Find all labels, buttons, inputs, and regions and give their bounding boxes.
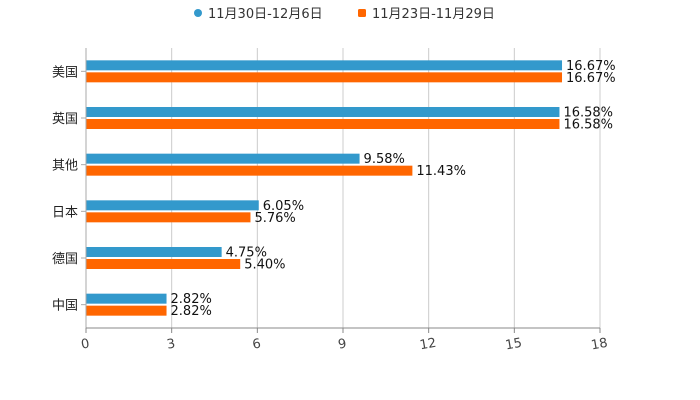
legend-label: 11月30日-12月6日 — [208, 7, 323, 22]
legend-marker-circle — [194, 9, 202, 17]
x-tick-label: 12 — [419, 336, 438, 354]
category-label: 日本 — [52, 205, 78, 220]
data-label: 16.58% — [563, 118, 613, 133]
data-label: 2.82% — [171, 304, 212, 319]
x-tick-label: 18 — [590, 336, 609, 354]
bar — [86, 212, 251, 223]
x-tick-label: 0 — [80, 336, 91, 352]
bar — [86, 107, 560, 117]
bar — [86, 72, 563, 83]
x-tick-label: 9 — [337, 336, 348, 352]
bars — [86, 60, 563, 316]
bar — [86, 259, 241, 269]
data-label: 2.82% — [171, 292, 212, 307]
bar — [86, 60, 563, 71]
data-label: 6.05% — [263, 199, 304, 214]
data-label: 16.67% — [566, 71, 616, 86]
data-label: 9.58% — [364, 152, 405, 167]
data-label: 16.58% — [563, 106, 613, 121]
category-label: 英国 — [52, 112, 78, 127]
category-label: 中国 — [52, 299, 78, 314]
axes: 0 3 6 9 12 15 18 — [80, 48, 609, 353]
category-label: 美国 — [52, 65, 78, 80]
bar — [86, 119, 560, 129]
legend: 11月30日-12月6日 11月23日-11月29日 — [194, 7, 495, 22]
data-label: 5.40% — [244, 258, 285, 273]
grid-lines — [171, 48, 601, 328]
x-tick-label: 6 — [251, 336, 262, 352]
legend-label: 11月23日-11月29日 — [372, 7, 495, 22]
x-tick-label: 15 — [504, 336, 523, 354]
data-label: 4.75% — [226, 246, 267, 261]
bar — [86, 200, 259, 211]
data-label: 5.76% — [254, 211, 295, 226]
bar — [86, 305, 167, 316]
category-label: 其他 — [52, 159, 78, 174]
legend-marker-square — [358, 9, 366, 17]
bar — [86, 165, 413, 176]
bar — [86, 153, 360, 164]
category-label: 德国 — [52, 252, 78, 267]
x-tick-label: 3 — [166, 336, 177, 352]
bar — [86, 293, 167, 304]
data-label: 16.67% — [566, 59, 616, 74]
bar — [86, 247, 222, 257]
data-label: 11.43% — [416, 164, 466, 179]
labels: 美国 16.67%16.67% 英国 16.58%16.58% 其他 9.58% 11.43… — [52, 59, 616, 319]
